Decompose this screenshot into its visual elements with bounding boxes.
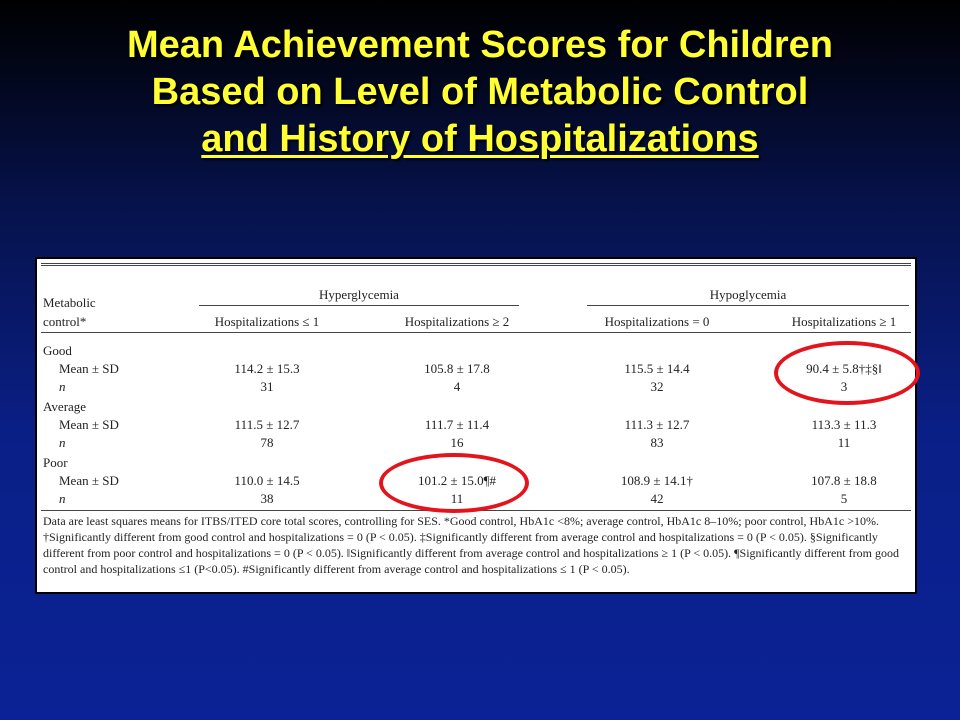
table-cell: 42 bbox=[650, 491, 664, 506]
table-cell: 31 bbox=[260, 379, 274, 394]
table-cell: 111.5 ± 12.7 bbox=[234, 417, 300, 432]
header-rule bbox=[41, 332, 911, 333]
table-cell: 107.8 ± 18.8 bbox=[811, 473, 877, 488]
section-label-average: Average bbox=[43, 399, 87, 414]
column-header-hyper-ge2: Hospitalizations ≥ 2 bbox=[404, 314, 510, 329]
mean-label: Mean ± SD bbox=[59, 473, 119, 488]
n-label: n bbox=[59, 379, 66, 394]
results-table: Hyperglycemia Hypoglycemia Metabolic con… bbox=[35, 257, 920, 594]
group-rule-hypo bbox=[587, 305, 909, 306]
table-cell: 11 bbox=[837, 435, 851, 450]
column-header-hypo-eq0: Hospitalizations = 0 bbox=[604, 314, 710, 329]
table-cell: 105.8 ± 17.8 bbox=[424, 361, 490, 376]
footnote-text: Data are least squares means for ITBS/IT… bbox=[43, 514, 899, 576]
column-header-hyper-le1: Hospitalizations ≤ 1 bbox=[214, 314, 320, 329]
title-line-3: and History of Hospitalizations bbox=[201, 118, 759, 160]
table-cell: 111.3 ± 12.7 bbox=[624, 417, 690, 432]
table-cell: 16 bbox=[450, 435, 464, 450]
table-footnote: Data are least squares means for ITBS/IT… bbox=[43, 513, 911, 577]
section-label-poor: Poor bbox=[43, 455, 68, 470]
group-rule-hyper bbox=[199, 305, 519, 306]
title-line-1: Mean Achievement Scores for Children bbox=[126, 24, 833, 66]
n-label: n bbox=[59, 435, 66, 450]
table-cell: 78 bbox=[260, 435, 274, 450]
table-cell: 115.5 ± 14.4 bbox=[624, 361, 690, 376]
mean-label: Mean ± SD bbox=[59, 361, 119, 376]
top-rule-2 bbox=[41, 265, 911, 266]
title-line-2: Based on Level of Metabolic Control bbox=[151, 71, 809, 113]
table-cell: 4 bbox=[453, 379, 461, 394]
table-cell: 111.7 ± 11.4 bbox=[424, 417, 490, 432]
mean-label: Mean ± SD bbox=[59, 417, 119, 432]
table-cell: 110.0 ± 14.5 bbox=[234, 473, 300, 488]
group-header-hypoglycemia: Hypoglycemia bbox=[709, 287, 787, 302]
table-cell: 38 bbox=[260, 491, 274, 506]
row-header-line-2: control* bbox=[43, 314, 87, 329]
section-label-good: Good bbox=[43, 343, 72, 358]
top-rule bbox=[41, 263, 911, 264]
highlight-ring-good-hypo bbox=[774, 341, 920, 405]
row-header-line-1: Metabolic bbox=[43, 295, 96, 310]
slide-title: Mean Achievement Scores for Children Bas… bbox=[0, 22, 960, 163]
highlight-ring-poor-hyper bbox=[379, 453, 529, 513]
table-cell: 5 bbox=[840, 491, 848, 506]
table-cell: 32 bbox=[650, 379, 664, 394]
table-cell: 108.9 ± 14.1† bbox=[620, 473, 694, 488]
table-cell: 113.3 ± 11.3 bbox=[811, 417, 877, 432]
table-cell: 83 bbox=[650, 435, 664, 450]
group-header-hyperglycemia: Hyperglycemia bbox=[319, 287, 399, 302]
n-label: n bbox=[59, 491, 66, 506]
column-header-hypo-ge1: Hospitalizations ≥ 1 bbox=[791, 314, 897, 329]
table-cell: 114.2 ± 15.3 bbox=[234, 361, 300, 376]
